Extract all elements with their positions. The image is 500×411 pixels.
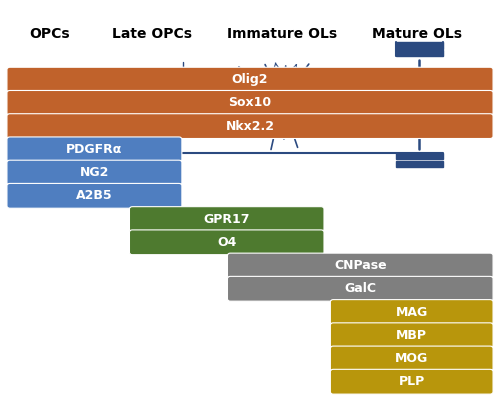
Ellipse shape [406, 85, 432, 124]
FancyBboxPatch shape [7, 114, 493, 139]
Text: MBP: MBP [396, 329, 427, 342]
Text: Immature OLs: Immature OLs [227, 28, 337, 42]
FancyBboxPatch shape [7, 183, 182, 208]
FancyBboxPatch shape [330, 346, 493, 371]
FancyBboxPatch shape [330, 300, 493, 324]
Ellipse shape [412, 95, 426, 111]
FancyBboxPatch shape [228, 253, 493, 278]
Circle shape [256, 81, 308, 121]
Text: Late OPCs: Late OPCs [112, 28, 192, 42]
Text: NG2: NG2 [80, 166, 109, 179]
FancyBboxPatch shape [330, 369, 493, 394]
FancyBboxPatch shape [130, 230, 324, 255]
FancyBboxPatch shape [330, 323, 493, 348]
Text: Sox10: Sox10 [228, 96, 272, 109]
Text: GPR17: GPR17 [204, 212, 250, 226]
Text: CNPase: CNPase [334, 259, 386, 272]
FancyBboxPatch shape [396, 153, 442, 159]
FancyBboxPatch shape [396, 161, 442, 167]
Text: MOG: MOG [395, 352, 428, 365]
Text: PLP: PLP [398, 375, 425, 388]
FancyBboxPatch shape [130, 207, 324, 231]
Text: Olig2: Olig2 [232, 73, 268, 86]
Circle shape [130, 88, 174, 122]
Text: GalC: GalC [344, 282, 376, 295]
Circle shape [269, 91, 294, 111]
FancyBboxPatch shape [7, 67, 493, 92]
Circle shape [141, 96, 163, 113]
FancyBboxPatch shape [228, 276, 493, 301]
FancyBboxPatch shape [396, 42, 442, 48]
FancyBboxPatch shape [7, 160, 182, 185]
Text: A2B5: A2B5 [76, 189, 112, 202]
FancyBboxPatch shape [7, 137, 182, 162]
Text: O4: O4 [217, 236, 236, 249]
FancyBboxPatch shape [396, 50, 442, 56]
Ellipse shape [42, 92, 56, 110]
Text: PDGFRα: PDGFRα [66, 143, 122, 156]
Text: Mature OLs: Mature OLs [372, 28, 462, 42]
FancyBboxPatch shape [7, 90, 493, 115]
Text: OPCs: OPCs [29, 28, 70, 42]
Text: MAG: MAG [396, 305, 428, 319]
Ellipse shape [36, 80, 62, 130]
Text: Nkx2.2: Nkx2.2 [226, 120, 274, 133]
